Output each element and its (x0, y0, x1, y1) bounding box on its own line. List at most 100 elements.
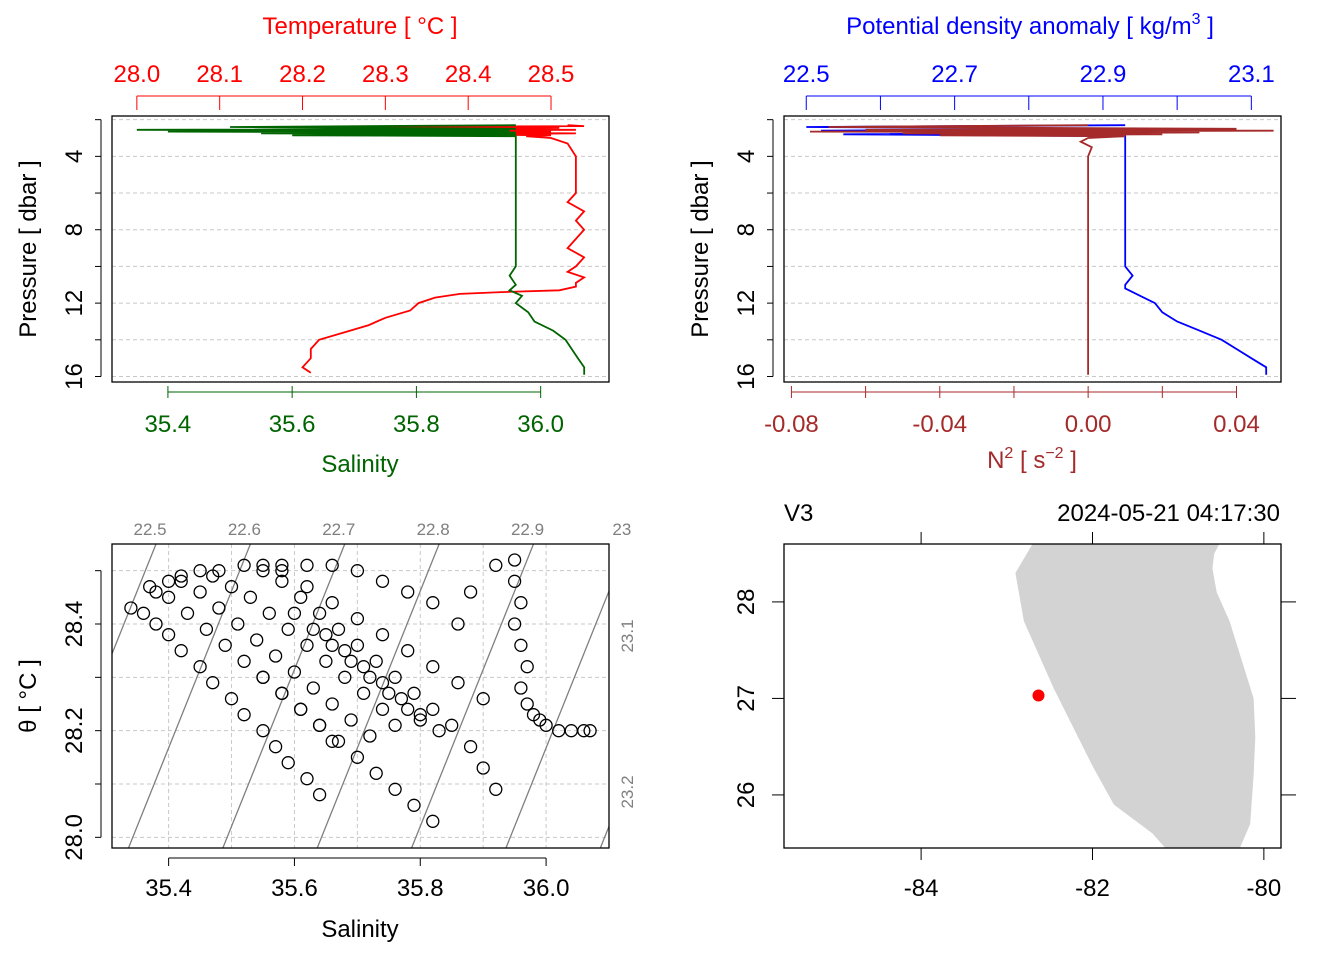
tick-label: 22.9 (1080, 61, 1127, 88)
data-point (275, 574, 289, 588)
isopycnal-label: 22.9 (511, 520, 544, 539)
pressure-axis-label: Pressure [ dbar ] (687, 160, 714, 337)
data-point (294, 702, 308, 716)
data-point (281, 622, 295, 636)
data-point (256, 564, 270, 578)
data-point (319, 654, 333, 668)
data-point (300, 558, 314, 572)
data-point (338, 644, 352, 658)
temperature-axis-label: Temperature [ °C ] (263, 13, 458, 40)
data-point (193, 660, 207, 674)
data-point (489, 782, 503, 796)
data-point (224, 692, 239, 706)
data-point (199, 622, 214, 636)
data-point (193, 564, 207, 578)
tick-label: 8 (733, 223, 760, 236)
data-point (507, 617, 522, 631)
pressure-axis-label: Pressure [ dbar ] (15, 160, 42, 337)
data-point (300, 638, 314, 652)
isopycnal-line (127, 544, 252, 848)
salinity-axis-label: Salinity (321, 451, 398, 478)
isopycnal-label: 23.2 (618, 775, 637, 808)
data-point (413, 708, 427, 722)
data-point (338, 670, 352, 684)
coastline-land (1015, 544, 1256, 848)
tick-label: 27 (733, 685, 760, 712)
data-point (294, 590, 308, 604)
tick-label: 16 (733, 363, 760, 390)
data-point (363, 670, 377, 684)
data-point (394, 692, 409, 706)
data-point (149, 617, 163, 631)
tick-label: 28.1 (196, 61, 243, 88)
isopycnal-label: 22.8 (417, 520, 450, 539)
data-point (250, 633, 264, 647)
tick-label: 22.5 (783, 61, 830, 88)
data-point (212, 564, 226, 578)
data-point (237, 654, 251, 668)
tick-label: 4 (61, 150, 88, 163)
data-point (281, 756, 295, 770)
data-point (161, 590, 176, 604)
data-point (476, 692, 490, 706)
data-point (432, 724, 446, 738)
data-point (375, 702, 390, 716)
tick-label: 12 (61, 290, 88, 317)
data-point (407, 686, 421, 700)
data-point (124, 601, 138, 615)
data-point (356, 660, 371, 674)
tick-label: -82 (1075, 875, 1110, 902)
profile-lines (136, 124, 587, 375)
tick-label: 16 (61, 363, 88, 390)
tick-label: 28.5 (528, 61, 575, 88)
tick-label: 28.2 (61, 707, 88, 754)
data-point (149, 585, 163, 599)
data-point (237, 558, 251, 572)
plot-frame (111, 543, 610, 849)
data-point (224, 580, 239, 594)
station-marker (1032, 689, 1045, 702)
data-point (243, 590, 258, 604)
temperature-line (301, 124, 587, 374)
tick-label: 0.00 (1065, 411, 1112, 438)
data-point (344, 713, 358, 727)
data-point (275, 558, 289, 572)
tick-label: 36.0 (517, 411, 564, 438)
data-point (520, 697, 534, 711)
profile-lines (806, 124, 1274, 375)
isopycnal-label: 22.5 (133, 520, 166, 539)
data-point (583, 724, 597, 738)
data-point (401, 585, 415, 599)
tick-label: 28.3 (362, 61, 409, 88)
data-point (161, 628, 176, 642)
tick-label: -0.08 (764, 411, 819, 438)
data-point (331, 734, 346, 748)
longitude-axis: -84 -82 -80 (904, 532, 1281, 902)
data-point (463, 740, 478, 754)
panel-map: V3 2024-05-21 04:17:30 -84 -82 -80 26 27 28 (733, 500, 1296, 902)
data-point (514, 596, 528, 610)
data-point (445, 718, 459, 732)
data-point (350, 564, 365, 578)
cast-timestamp: 2024-05-21 04:17:30 (1057, 500, 1280, 527)
pressure-axis: 4 8 12 16 (61, 119, 102, 390)
data-point (325, 734, 339, 748)
data-point (413, 713, 427, 727)
data-point (520, 660, 534, 674)
tick-label: -80 (1247, 875, 1282, 902)
data-point (136, 606, 151, 620)
data-point (193, 585, 207, 599)
data-point (174, 569, 188, 583)
n2-axis: -0.08 -0.04 0.00 0.04 (764, 386, 1260, 438)
isopycnal-line (505, 589, 609, 848)
data-point (300, 772, 314, 786)
data-point (287, 665, 302, 679)
data-point (451, 617, 465, 631)
grid-lines (784, 119, 1281, 377)
data-point (350, 612, 365, 626)
data-point (363, 729, 377, 743)
data-point (312, 788, 327, 802)
data-point (262, 606, 276, 620)
tick-label: 28.4 (445, 61, 492, 88)
